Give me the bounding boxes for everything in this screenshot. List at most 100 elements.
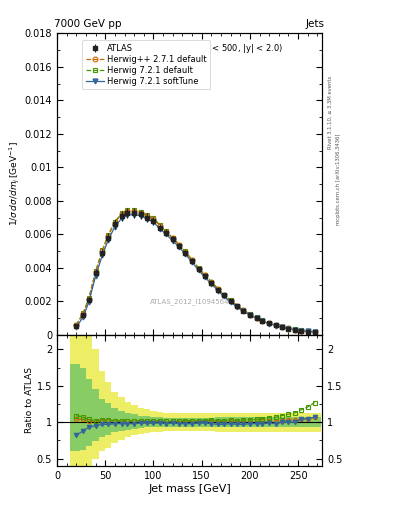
- Herwig++ 2.7.1 default: [112, 220, 117, 226]
- Herwig++ 2.7.1 default: [299, 328, 303, 334]
- Legend: ATLAS, Herwig++ 2.7.1 default, Herwig 7.2.1 default, Herwig 7.2.1 softTune: ATLAS, Herwig++ 2.7.1 default, Herwig 7.…: [83, 40, 210, 90]
- Herwig++ 2.7.1 default: [144, 213, 149, 219]
- Herwig 7.2.1 softTune: [158, 226, 163, 232]
- Herwig 7.2.1 softTune: [216, 288, 220, 294]
- Herwig 7.2.1 default: [158, 222, 163, 228]
- Herwig 7.2.1 default: [274, 322, 278, 328]
- Herwig++ 2.7.1 default: [163, 229, 168, 235]
- Herwig 7.2.1 softTune: [274, 323, 278, 329]
- Herwig 7.2.1 softTune: [177, 244, 182, 250]
- Text: ATLAS_2012_I1094564: ATLAS_2012_I1094564: [150, 298, 230, 305]
- Herwig 7.2.1 softTune: [293, 327, 298, 333]
- Herwig 7.2.1 default: [267, 319, 272, 326]
- Herwig++ 2.7.1 default: [279, 324, 284, 330]
- Herwig 7.2.1 default: [305, 328, 310, 334]
- Herwig 7.2.1 softTune: [202, 274, 207, 280]
- Herwig 7.2.1 default: [222, 291, 226, 297]
- Herwig 7.2.1 default: [293, 326, 298, 332]
- Herwig++ 2.7.1 default: [241, 307, 246, 313]
- Herwig++ 2.7.1 default: [267, 320, 272, 326]
- Herwig++ 2.7.1 default: [235, 303, 240, 309]
- Herwig 7.2.1 softTune: [267, 321, 272, 327]
- Herwig 7.2.1 default: [171, 235, 175, 241]
- Herwig 7.2.1 default: [125, 207, 130, 213]
- Herwig 7.2.1 softTune: [81, 314, 85, 321]
- Herwig 7.2.1 softTune: [286, 326, 291, 332]
- Herwig 7.2.1 default: [119, 210, 124, 217]
- Herwig 7.2.1 default: [86, 295, 91, 302]
- Herwig 7.2.1 softTune: [222, 293, 226, 300]
- Herwig++ 2.7.1 default: [132, 208, 136, 214]
- Herwig 7.2.1 default: [209, 279, 214, 285]
- Herwig++ 2.7.1 default: [254, 315, 259, 321]
- Herwig 7.2.1 default: [279, 324, 284, 330]
- Herwig 7.2.1 default: [254, 314, 259, 321]
- Herwig++ 2.7.1 default: [106, 233, 110, 239]
- Herwig++ 2.7.1 default: [293, 327, 298, 333]
- Herwig 7.2.1 default: [100, 247, 105, 253]
- Herwig 7.2.1 default: [312, 329, 317, 335]
- Herwig 7.2.1 default: [190, 257, 195, 263]
- Herwig 7.2.1 default: [235, 303, 240, 309]
- Herwig 7.2.1 softTune: [254, 315, 259, 322]
- Herwig++ 2.7.1 default: [81, 311, 85, 317]
- Herwig 7.2.1 softTune: [139, 213, 143, 219]
- Herwig 7.2.1 default: [163, 228, 168, 234]
- Herwig++ 2.7.1 default: [177, 242, 182, 248]
- Herwig++ 2.7.1 default: [139, 209, 143, 216]
- Herwig 7.2.1 default: [177, 242, 182, 248]
- Line: Herwig++ 2.7.1 default: Herwig++ 2.7.1 default: [74, 208, 317, 334]
- Herwig++ 2.7.1 default: [86, 296, 91, 302]
- Herwig++ 2.7.1 default: [209, 279, 214, 285]
- Herwig 7.2.1 softTune: [119, 216, 124, 222]
- Herwig 7.2.1 softTune: [144, 216, 149, 222]
- Herwig 7.2.1 softTune: [132, 211, 136, 218]
- Herwig 7.2.1 default: [144, 212, 149, 218]
- Herwig 7.2.1 softTune: [196, 267, 201, 273]
- Herwig 7.2.1 softTune: [299, 328, 303, 334]
- Herwig 7.2.1 default: [139, 208, 143, 215]
- Herwig++ 2.7.1 default: [158, 223, 163, 229]
- Herwig++ 2.7.1 default: [125, 208, 130, 214]
- Herwig++ 2.7.1 default: [228, 298, 233, 304]
- Herwig 7.2.1 softTune: [171, 238, 175, 244]
- Text: Jet mass (CA(1.2), 400< $p_T$ < 500, |y| < 2.0): Jet mass (CA(1.2), 400< $p_T$ < 500, |y|…: [96, 42, 283, 55]
- Herwig++ 2.7.1 default: [274, 322, 278, 328]
- Herwig 7.2.1 softTune: [183, 251, 187, 257]
- Line: Herwig 7.2.1 softTune: Herwig 7.2.1 softTune: [74, 212, 317, 334]
- Line: Herwig 7.2.1 default: Herwig 7.2.1 default: [74, 207, 317, 334]
- Herwig 7.2.1 softTune: [228, 299, 233, 305]
- Herwig 7.2.1 softTune: [163, 231, 168, 238]
- Herwig 7.2.1 softTune: [305, 328, 310, 334]
- Herwig 7.2.1 softTune: [248, 312, 252, 318]
- Herwig 7.2.1 default: [151, 216, 156, 222]
- Herwig 7.2.1 default: [183, 248, 187, 254]
- Herwig 7.2.1 default: [241, 307, 246, 313]
- Text: Jets: Jets: [306, 19, 325, 29]
- Herwig 7.2.1 default: [106, 232, 110, 238]
- Y-axis label: Ratio to ATLAS: Ratio to ATLAS: [25, 368, 34, 433]
- Herwig 7.2.1 softTune: [190, 259, 195, 265]
- Herwig++ 2.7.1 default: [93, 269, 98, 275]
- Text: 7000 GeV pp: 7000 GeV pp: [54, 19, 122, 29]
- Herwig 7.2.1 default: [216, 286, 220, 292]
- X-axis label: Jet mass [GeV]: Jet mass [GeV]: [148, 483, 231, 494]
- Herwig 7.2.1 default: [132, 207, 136, 213]
- Herwig 7.2.1 softTune: [100, 252, 105, 259]
- Herwig 7.2.1 softTune: [106, 237, 110, 243]
- Herwig 7.2.1 default: [299, 327, 303, 333]
- Herwig++ 2.7.1 default: [151, 216, 156, 222]
- Text: Rivet 3.1.10, ≥ 3.3M events: Rivet 3.1.10, ≥ 3.3M events: [328, 76, 333, 150]
- Herwig++ 2.7.1 default: [196, 266, 201, 272]
- Herwig 7.2.1 default: [202, 272, 207, 278]
- Herwig++ 2.7.1 default: [312, 329, 317, 335]
- Herwig++ 2.7.1 default: [216, 286, 220, 292]
- Herwig 7.2.1 default: [260, 317, 265, 324]
- Herwig++ 2.7.1 default: [248, 311, 252, 317]
- Herwig++ 2.7.1 default: [260, 318, 265, 324]
- Herwig 7.2.1 softTune: [112, 224, 117, 230]
- Herwig 7.2.1 softTune: [241, 308, 246, 314]
- Herwig 7.2.1 softTune: [125, 212, 130, 218]
- Herwig++ 2.7.1 default: [202, 272, 207, 279]
- Herwig++ 2.7.1 default: [286, 326, 291, 332]
